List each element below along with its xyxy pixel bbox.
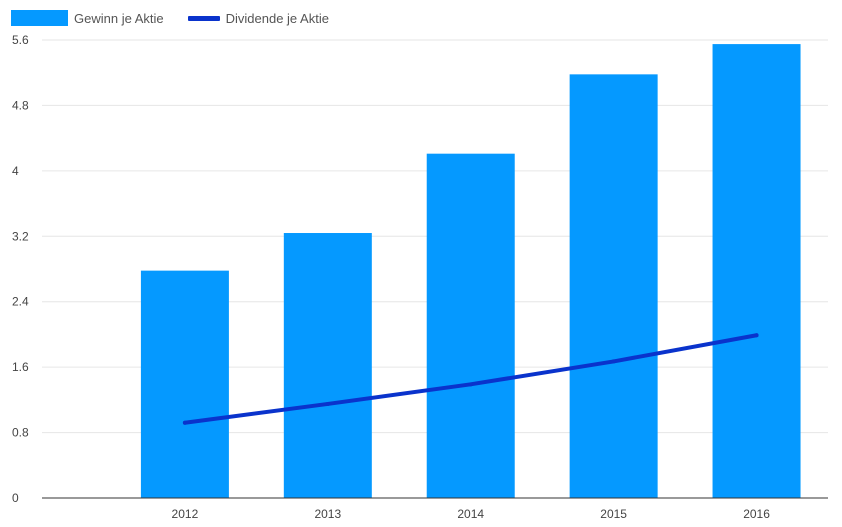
legend-swatch-bar <box>11 10 68 26</box>
y-tick-label: 1.6 <box>12 360 29 374</box>
y-tick-label: 4 <box>12 164 19 178</box>
bar-series <box>140 44 801 499</box>
x-tick-label: 2015 <box>600 507 627 521</box>
y-tick-label: 0.8 <box>12 426 29 440</box>
chart-legend: Gewinn je Aktie Dividende je Aktie <box>11 8 353 28</box>
x-tick-label: 2013 <box>314 507 341 521</box>
legend-item-line[interactable]: Dividende je Aktie <box>187 10 329 26</box>
legend-label-bar: Gewinn je Aktie <box>74 10 164 26</box>
y-tick-label: 4.8 <box>12 98 29 112</box>
legend-item-bar[interactable]: Gewinn je Aktie <box>11 10 164 26</box>
line-series <box>182 333 759 425</box>
x-tick-label: 2016 <box>743 507 770 521</box>
legend-label-line: Dividende je Aktie <box>225 10 329 26</box>
bar-2014 <box>426 153 515 499</box>
line-point-2015 <box>611 359 616 364</box>
bar-2016 <box>712 44 801 498</box>
y-tick-label: 0 <box>12 491 19 505</box>
y-axis-labels: 0 0.8 1.6 2.4 3.2 4 4.8 5.6 <box>12 33 29 505</box>
bar-2013 <box>283 233 372 498</box>
line-point-2012 <box>182 420 187 425</box>
line-point-2016 <box>754 333 759 338</box>
x-axis-labels: 2012 2013 2014 2015 2016 <box>172 507 771 521</box>
bar-2015 <box>569 74 658 498</box>
line-point-2013 <box>325 401 330 406</box>
x-tick-label: 2014 <box>457 507 484 521</box>
bar-2012 <box>140 270 229 498</box>
line-point-2014 <box>468 382 473 387</box>
y-tick-label: 5.6 <box>12 33 29 47</box>
legend-swatch-line <box>187 15 220 21</box>
y-tick-label: 2.4 <box>12 295 29 309</box>
y-tick-label: 3.2 <box>12 229 29 243</box>
x-tick-label: 2012 <box>172 507 199 521</box>
